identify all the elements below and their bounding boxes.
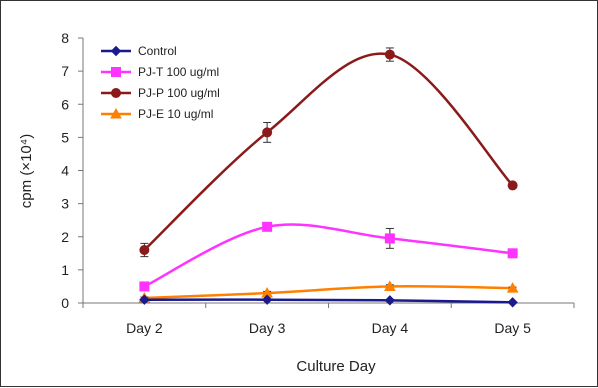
y-tick-label: 1 <box>61 262 69 278</box>
legend-swatch-marker <box>111 67 121 77</box>
series-line <box>144 298 513 304</box>
x-tick-label: Day 4 <box>372 320 409 336</box>
data-point <box>139 281 150 292</box>
series-line <box>143 223 513 288</box>
data-point <box>262 127 273 138</box>
series-2 <box>139 47 518 258</box>
y-tick-labels: 0 1 2 3 4 5 6 7 8 <box>61 30 83 311</box>
series-0 <box>139 294 518 308</box>
y-tick-label: 2 <box>61 229 69 245</box>
y-tick-label: 8 <box>61 30 69 46</box>
data-point <box>139 294 150 305</box>
legend-swatch-marker <box>110 107 122 119</box>
y-tick-label: 0 <box>61 295 69 311</box>
data-point <box>139 245 150 255</box>
x-tick-labels: Day 2 Day 3 Day 4 Day 5 <box>82 303 575 336</box>
series-line <box>144 285 513 300</box>
data-point <box>507 297 518 308</box>
legend-label: PJ-T 100 ug/ml <box>138 65 219 79</box>
data-point <box>261 294 273 305</box>
legend-label: PJ-P 100 ug/ml <box>138 86 220 100</box>
y-axis-label: cpm (×10⁴) <box>18 134 35 208</box>
y-tick-label: 7 <box>61 63 69 79</box>
legend-label: Control <box>138 44 177 58</box>
x-tick-label: Day 5 <box>494 320 531 336</box>
x-axis-label: Culture Day <box>296 358 376 375</box>
data-point <box>507 180 518 191</box>
data-point <box>507 248 518 259</box>
legend-swatch-marker <box>111 88 121 98</box>
y-tick-label: 3 <box>61 196 69 212</box>
legend-swatch-marker <box>110 45 122 57</box>
legend: Control PJ-T 100 ug/ml PJ-P 100 ug/ml PJ-E … <box>101 44 220 121</box>
y-tick-label: 5 <box>61 129 69 145</box>
data-point <box>384 280 396 291</box>
legend-label: PJ-E 10 ug/ml <box>138 107 213 121</box>
y-tick-label: 6 <box>61 96 69 112</box>
data-point <box>384 295 396 306</box>
x-tick-label: Day 3 <box>249 320 286 336</box>
data-point <box>384 233 395 244</box>
y-tick-label: 4 <box>61 163 69 179</box>
series-1 <box>139 221 518 292</box>
data-point <box>506 282 519 293</box>
data-point <box>384 49 395 60</box>
x-tick-label: Day 2 <box>126 320 163 336</box>
data-point <box>262 221 273 232</box>
series-line <box>143 52 514 251</box>
plot-area <box>138 47 519 308</box>
